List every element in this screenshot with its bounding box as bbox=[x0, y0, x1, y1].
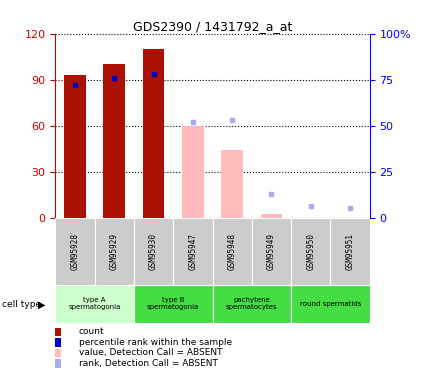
Bar bbox=[134, 285, 212, 322]
Text: type B
spermatogonia: type B spermatogonia bbox=[147, 297, 199, 310]
Text: percentile rank within the sample: percentile rank within the sample bbox=[79, 338, 232, 347]
Text: pachytene
spermatocytes: pachytene spermatocytes bbox=[226, 297, 278, 310]
Bar bbox=[212, 285, 291, 322]
Bar bbox=[182, 126, 204, 218]
Bar bbox=[94, 217, 134, 285]
Bar bbox=[212, 217, 252, 285]
Bar bbox=[64, 75, 86, 217]
Title: GDS2390 / 1431792_a_at: GDS2390 / 1431792_a_at bbox=[133, 20, 292, 33]
Text: GSM95951: GSM95951 bbox=[346, 233, 354, 270]
Bar bbox=[55, 217, 94, 285]
Bar bbox=[291, 285, 370, 322]
Text: GSM95948: GSM95948 bbox=[228, 233, 237, 270]
Bar bbox=[55, 285, 134, 322]
Text: cell type: cell type bbox=[2, 300, 41, 309]
Bar bbox=[291, 217, 331, 285]
Text: GSM95929: GSM95929 bbox=[110, 233, 119, 270]
Bar bbox=[173, 217, 212, 285]
Text: ▶: ▶ bbox=[38, 300, 45, 309]
Text: round spermatids: round spermatids bbox=[300, 301, 361, 307]
Text: GSM95949: GSM95949 bbox=[267, 233, 276, 270]
Text: count: count bbox=[79, 327, 104, 336]
Text: GSM95950: GSM95950 bbox=[306, 233, 315, 270]
Bar bbox=[252, 217, 291, 285]
Bar bbox=[134, 217, 173, 285]
Bar bbox=[143, 49, 164, 217]
Text: rank, Detection Call = ABSENT: rank, Detection Call = ABSENT bbox=[79, 359, 218, 368]
Text: type A
spermatogonia: type A spermatogonia bbox=[68, 297, 121, 310]
Bar bbox=[221, 150, 243, 217]
Bar bbox=[103, 64, 125, 218]
Text: GSM95947: GSM95947 bbox=[188, 233, 197, 270]
Bar bbox=[331, 217, 370, 285]
Text: value, Detection Call = ABSENT: value, Detection Call = ABSENT bbox=[79, 348, 222, 357]
Text: GSM95928: GSM95928 bbox=[71, 233, 79, 270]
Bar bbox=[261, 214, 282, 217]
Text: GSM95930: GSM95930 bbox=[149, 233, 158, 270]
